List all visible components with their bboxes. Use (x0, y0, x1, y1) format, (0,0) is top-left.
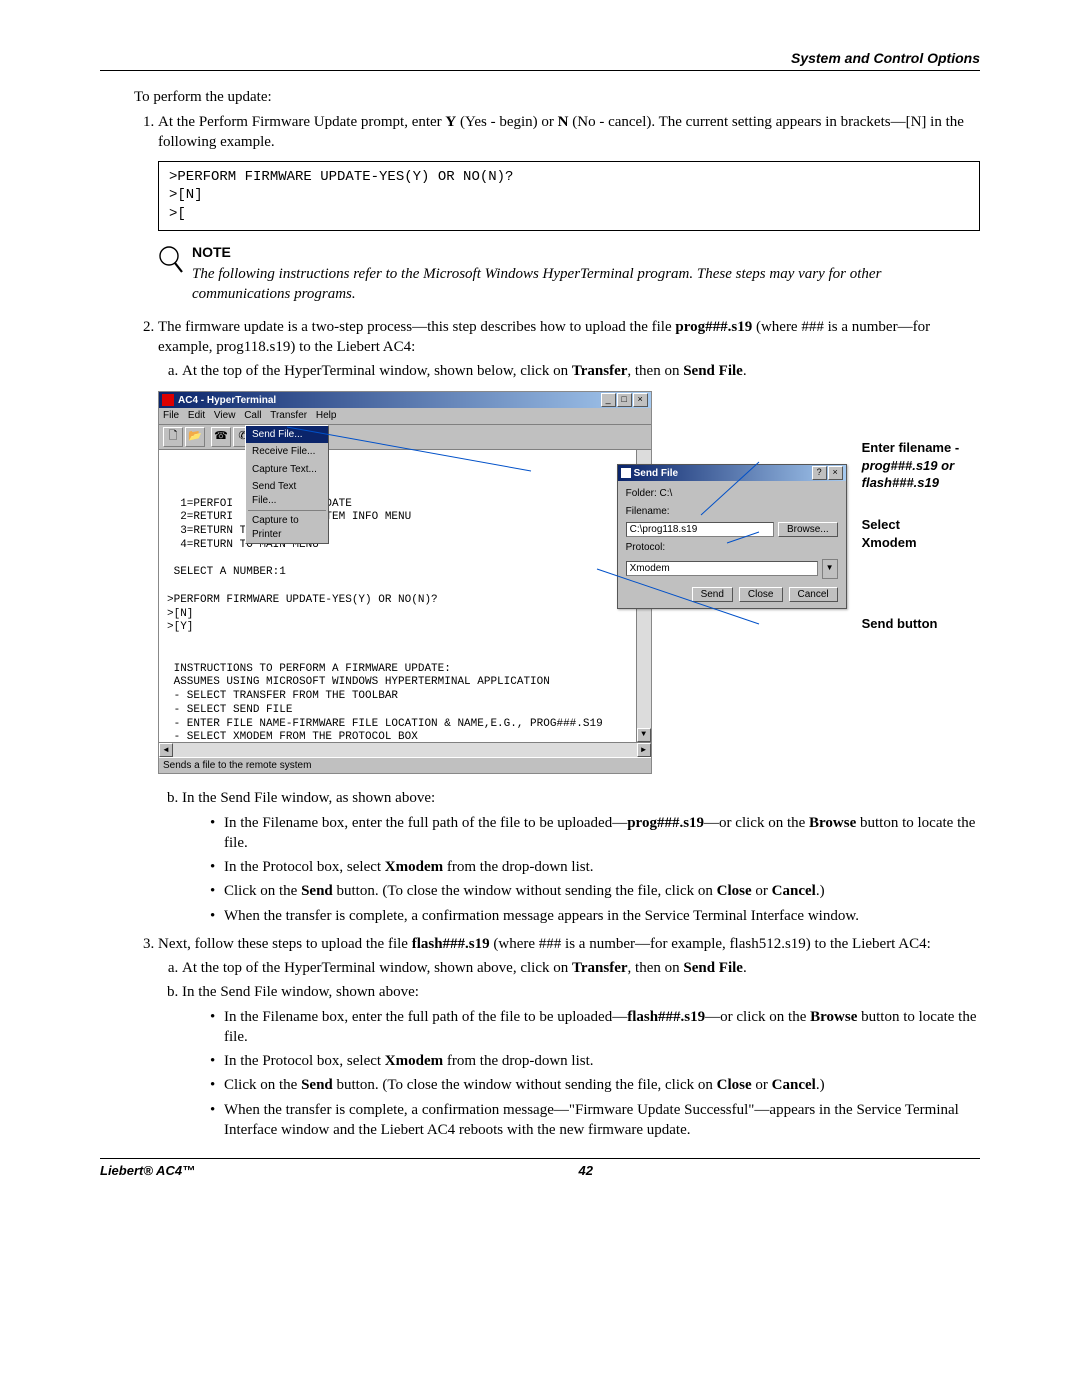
step-2b: In the Send File window, as shown above:… (182, 788, 980, 926)
ht-statusbar: Sends a file to the remote system (159, 757, 651, 774)
ht-menubar[interactable]: File Edit View Call Transfer Help (159, 408, 651, 425)
sf-help-button[interactable]: ? (812, 466, 827, 480)
step-2: The firmware update is a two-step proces… (158, 317, 980, 926)
sendfile-dialog: Send File ?× Folder: C:\ Filename: Brows… (617, 464, 847, 609)
sf-protocol-label: Protocol: (626, 541, 838, 555)
header-section: System and Control Options (100, 50, 980, 66)
scrollbar-horizontal[interactable]: ◄► (159, 742, 651, 757)
menu-receive-file[interactable]: Receive File... (246, 443, 328, 461)
main-ordered-list: At the Perform Firmware Update prompt, e… (134, 112, 980, 1140)
hyperterminal-window: AC4 - HyperTerminal _□× File Edit View C… (158, 391, 652, 774)
sf-send-button[interactable]: Send (692, 587, 733, 602)
screenshot-figure: AC4 - HyperTerminal _□× File Edit View C… (158, 391, 980, 774)
ht-toolbar: 🗋 📂 ☎ ✆ 🗐 Send File... Receive File... C… (159, 425, 651, 450)
sf-close-button[interactable]: × (828, 466, 843, 480)
footer-page: 42 (578, 1163, 592, 1178)
close-button[interactable]: × (633, 393, 648, 407)
sf-titlebar: Send File ?× (618, 465, 846, 481)
sf-cancel-button[interactable]: Cancel (789, 587, 838, 602)
note-text: The following instructions refer to the … (192, 264, 980, 305)
sf-icon (621, 468, 631, 478)
ht-titlebar: AC4 - HyperTerminal _□× (159, 392, 651, 408)
minimize-button[interactable]: _ (601, 393, 616, 407)
sf-filename-input[interactable] (626, 522, 774, 537)
note-block: NOTE The following instructions refer to… (158, 243, 980, 304)
sf-browse-button[interactable]: Browse... (778, 522, 838, 537)
step-3a: At the top of the HyperTerminal window, … (182, 958, 980, 978)
anno-filename: Enter filename - prog###.s19 or flash###… (862, 439, 960, 492)
sf-filename-label: Filename: (626, 505, 838, 519)
menu-capture-printer[interactable]: Capture to Printer (246, 512, 328, 543)
step-3: Next, follow these steps to upload the f… (158, 934, 980, 1140)
anno-xmodem: Select Xmodem (862, 516, 917, 551)
toolbar-connect-icon[interactable]: ☎ (211, 427, 231, 447)
sf-close-btn[interactable]: Close (739, 587, 783, 602)
magnifier-icon (158, 243, 192, 275)
anno-send: Send button (862, 615, 938, 633)
note-title: NOTE (192, 243, 980, 262)
footer-rule (100, 1158, 980, 1159)
code-block-1: >PERFORM FIRMWARE UPDATE-YES(Y) OR NO(N)… (158, 161, 980, 232)
menu-send-file[interactable]: Send File... (246, 426, 328, 444)
step-2a: At the top of the HyperTerminal window, … (182, 361, 980, 381)
toolbar-new-icon[interactable]: 🗋 (163, 427, 183, 447)
step-3b: In the Send File window, shown above: In… (182, 982, 980, 1140)
footer-product: Liebert® AC4™ (100, 1163, 195, 1178)
dropdown-arrow-icon[interactable]: ▼ (822, 559, 838, 579)
app-icon (162, 394, 174, 406)
sf-protocol-select[interactable] (626, 561, 818, 576)
menu-capture-text[interactable]: Capture Text... (246, 461, 328, 479)
step-1: At the Perform Firmware Update prompt, e… (158, 112, 980, 305)
header-rule (100, 70, 980, 71)
intro-text: To perform the update: (134, 89, 980, 106)
page-footer: Liebert® AC4™ 42 . (100, 1163, 980, 1178)
ht-terminal: 1=PERFOI PDATE 2=RETURI STEM INFO MENU 3… (159, 450, 651, 742)
menu-send-text-file[interactable]: Send Text File... (246, 478, 328, 509)
toolbar-open-icon[interactable]: 📂 (185, 427, 205, 447)
maximize-button[interactable]: □ (617, 393, 632, 407)
transfer-dropdown[interactable]: Send File... Receive File... Capture Tex… (245, 425, 329, 545)
sf-folder-label: Folder: C:\ (626, 487, 838, 501)
